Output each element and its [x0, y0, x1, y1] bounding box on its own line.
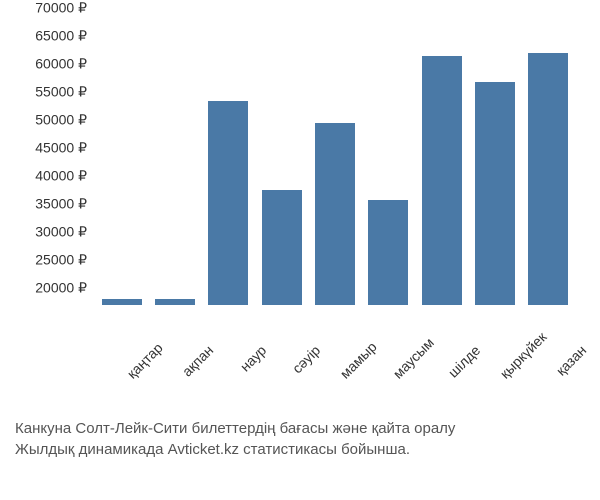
plot-area [95, 25, 575, 305]
bar [315, 123, 355, 305]
y-axis: 20000 ₽ 25000 ₽ 30000 ₽ 35000 ₽ 40000 ₽ 45000… [15, 25, 93, 305]
x-tick: қаңтар [123, 342, 163, 382]
caption-line-1: Канкуна Солт-Лейк-Сити билеттердің бағас… [15, 418, 585, 439]
x-axis: қаңтарақпаннаурсәуірмамырмаусымшілдеқырк… [95, 307, 575, 377]
x-tick: ақпан [177, 342, 217, 382]
caption-line-2: Жылдық динамикада Avticket.kz статистика… [15, 439, 585, 460]
x-tick: наур [230, 342, 270, 382]
bar [102, 299, 142, 305]
bar [528, 53, 568, 305]
bars-group [95, 25, 575, 305]
bar [155, 299, 195, 305]
y-tick: 20000 ₽ [35, 280, 87, 297]
y-tick: 60000 ₽ [35, 56, 87, 73]
y-tick: 50000 ₽ [35, 112, 87, 129]
y-tick: 40000 ₽ [35, 168, 87, 185]
y-tick: 30000 ₽ [35, 224, 87, 241]
bar [368, 200, 408, 305]
x-tick: сәуір [283, 342, 323, 382]
y-tick: 35000 ₽ [35, 196, 87, 213]
y-tick: 70000 ₽ [35, 0, 87, 17]
chart-caption: Канкуна Солт-Лейк-Сити билеттердің бағас… [15, 418, 585, 460]
x-tick: мамыр [337, 342, 377, 382]
price-chart: 20000 ₽ 25000 ₽ 30000 ₽ 35000 ₽ 40000 ₽ 45000… [15, 15, 585, 365]
y-tick: 55000 ₽ [35, 84, 87, 101]
y-tick: 25000 ₽ [35, 252, 87, 269]
x-tick: маусым [390, 342, 430, 382]
x-labels: қаңтарақпаннаурсәуірмамырмаусымшілдеқырк… [95, 307, 575, 323]
x-tick: қазан [550, 342, 590, 382]
bar [208, 101, 248, 305]
y-tick: 45000 ₽ [35, 140, 87, 157]
bar [262, 190, 302, 305]
x-tick: шілде [443, 342, 483, 382]
bar [475, 82, 515, 305]
y-tick: 65000 ₽ [35, 28, 87, 45]
x-tick: қыркүйек [497, 342, 537, 382]
bar [422, 56, 462, 305]
